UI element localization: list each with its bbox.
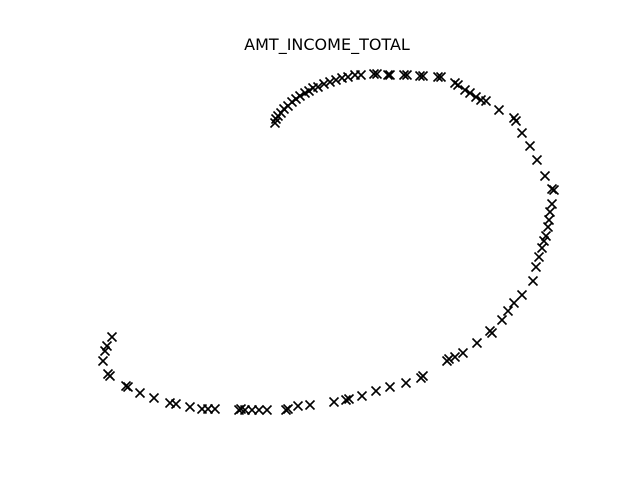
scatter-point [368,68,380,80]
scatter-point [449,351,461,363]
scatter-point [516,289,528,301]
scatter-point [544,206,556,218]
scatter-point [542,221,554,233]
scatter-point [459,84,471,96]
scatter-point [343,393,355,405]
scatter-point [280,404,292,416]
scatter-point [546,198,558,210]
scatter-point [355,69,367,81]
scatter-point [384,381,396,393]
scatter-point [97,355,109,367]
scatter-point [531,154,543,166]
scatter-point [502,305,514,317]
scatter-point [480,95,492,107]
scatter-point [435,71,447,83]
scatter-point [400,377,412,389]
scatter-point [148,392,160,404]
scatter-point [471,337,483,349]
scatter-point [432,71,444,83]
scatter-point [328,396,340,408]
scatter-point [496,314,508,326]
scatter-point [536,242,548,254]
scatter-point [548,184,560,196]
scatter-point [533,251,545,263]
scatter-point [356,390,368,402]
scatter-point [524,140,536,152]
scatter-point [330,74,342,86]
scatter-point [106,331,118,343]
scatter-point [292,400,304,412]
scatter-point [102,368,114,380]
scatter-point [464,87,476,99]
scatter-point [384,69,396,81]
chart-title: AMT_INCOME_TOTAL [244,35,410,55]
scatter-point [470,91,482,103]
scatter-point [184,401,196,413]
scatter-point [398,69,410,81]
scatter-point [101,340,113,352]
scatter-point [417,70,429,82]
scatter-point [120,380,132,392]
scatter-point [134,387,146,399]
scatter-point [508,297,520,309]
scatter-point [414,70,426,82]
scatter-point [342,71,354,83]
scatter-point [370,385,382,397]
scatter-point [516,127,528,139]
scatter-point [294,90,306,102]
scatter-point [324,76,336,88]
scatter-point [539,170,551,182]
scatter-point [415,372,427,384]
scatter-point [382,69,394,81]
scatter-point [371,68,383,80]
scatter-point [164,397,176,409]
scatter-markers [97,68,560,416]
scatter-point [527,275,539,287]
scatter-point [510,115,522,127]
scatter-point [196,403,208,415]
scatter-point [441,355,453,367]
scatter-point [530,261,542,273]
scatter-point [235,403,247,415]
scatter-point [457,347,469,359]
scatter-point [401,69,413,81]
scatter-point [538,235,550,247]
scatter-point [340,394,352,406]
scatter-point [304,399,316,411]
scatter-point [486,327,498,339]
scatter-point [318,78,330,90]
scatter-point [493,104,505,116]
scatter-point [261,404,273,416]
scatter-point [452,79,464,91]
scatter-point [312,81,324,93]
